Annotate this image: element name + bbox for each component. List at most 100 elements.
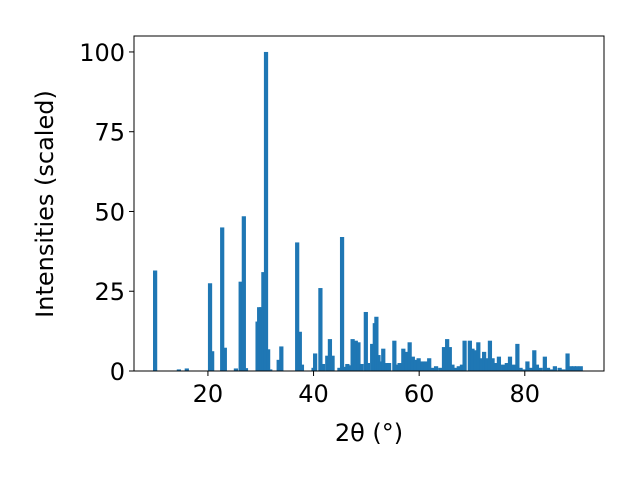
- bar: [241, 216, 246, 371]
- bar: [153, 270, 158, 371]
- bar: [320, 363, 326, 371]
- bar: [441, 347, 447, 371]
- bar: [565, 353, 570, 371]
- bar-series: [153, 51, 583, 371]
- bar: [479, 358, 484, 371]
- bar: [542, 356, 547, 371]
- y-tick-label: 100: [79, 39, 125, 67]
- bar: [404, 351, 409, 371]
- y-tick-label: 25: [94, 278, 125, 306]
- bar: [376, 355, 381, 371]
- bar: [438, 367, 443, 371]
- bar: [490, 358, 495, 371]
- bar: [330, 355, 335, 371]
- bar: [430, 367, 436, 371]
- bar: [456, 366, 461, 371]
- bar: [295, 242, 300, 371]
- bar: [504, 363, 509, 371]
- bar: [401, 348, 406, 371]
- bar: [359, 363, 364, 371]
- bar: [233, 368, 239, 371]
- bar: [210, 351, 215, 371]
- bar: [356, 342, 361, 371]
- bar: [299, 364, 305, 371]
- x-tick-label: 40: [298, 380, 329, 408]
- bar: [568, 366, 573, 371]
- bar: [525, 361, 530, 371]
- x-axis-ticks: 20 40 60 80: [193, 371, 540, 408]
- bar: [476, 342, 481, 371]
- bar: [433, 366, 439, 371]
- y-tick-label: 0: [110, 358, 125, 386]
- bar: [496, 356, 502, 371]
- bar: [470, 348, 475, 371]
- y-tick-label: 75: [94, 119, 125, 147]
- bar: [462, 340, 467, 371]
- bar: [534, 364, 540, 371]
- bar: [482, 351, 487, 371]
- bar: [394, 364, 399, 371]
- bar: [511, 364, 516, 371]
- bar: [318, 288, 323, 371]
- bar: [459, 364, 465, 371]
- bar: [222, 347, 227, 371]
- bar: [413, 359, 418, 371]
- x-axis-label: 2θ (°): [335, 419, 403, 447]
- bar: [515, 343, 520, 371]
- x-tick-label: 80: [510, 380, 541, 408]
- bar: [363, 311, 368, 371]
- bar: [423, 361, 429, 371]
- bar: [184, 368, 189, 371]
- bar: [467, 340, 472, 371]
- bar: [374, 316, 379, 371]
- bar: [518, 367, 523, 371]
- bar: [365, 363, 371, 371]
- bar: [501, 364, 506, 371]
- y-tick-label: 50: [94, 198, 125, 226]
- y-axis-label: Intensities (scaled): [31, 90, 59, 318]
- bar: [341, 366, 346, 371]
- bar: [350, 339, 355, 371]
- bar: [545, 367, 551, 371]
- bar: [353, 340, 358, 371]
- bar: [561, 369, 566, 371]
- bar: [407, 342, 412, 371]
- bar: [473, 350, 478, 371]
- bar: [176, 369, 181, 371]
- bar: [487, 340, 493, 371]
- bar: [450, 364, 455, 371]
- bar: [521, 369, 526, 371]
- bar: [207, 283, 213, 371]
- plot-frame: [133, 35, 605, 372]
- bar: [257, 307, 262, 371]
- bar: [384, 363, 389, 371]
- bar: [276, 359, 281, 371]
- bar: [538, 367, 543, 371]
- bar: [507, 356, 513, 371]
- bar: [447, 347, 452, 371]
- bar: [378, 361, 383, 371]
- bar: [345, 363, 350, 371]
- x-tick-label: 60: [404, 380, 435, 408]
- bar: [243, 368, 249, 371]
- bar: [238, 281, 243, 371]
- bar: [427, 358, 432, 371]
- bar: [557, 367, 562, 371]
- bar: [337, 367, 342, 371]
- bar: [327, 339, 333, 371]
- bar: [549, 369, 554, 371]
- bar: [297, 331, 302, 371]
- bar: [484, 358, 489, 371]
- bar: [397, 363, 402, 371]
- bar: [261, 272, 266, 371]
- bar: [339, 237, 345, 371]
- bar: [552, 366, 557, 371]
- bar: [532, 350, 537, 371]
- bar: [313, 353, 318, 371]
- bar: [268, 369, 273, 371]
- bar: [578, 366, 583, 371]
- bar: [454, 367, 459, 371]
- bar: [266, 349, 271, 371]
